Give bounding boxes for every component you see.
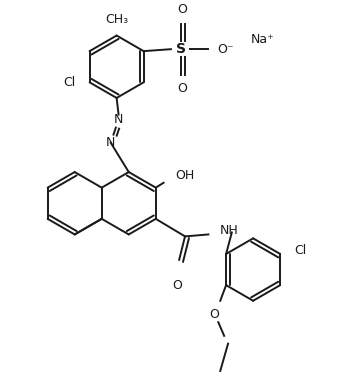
Text: Cl: Cl [64, 76, 76, 89]
Text: N: N [114, 113, 123, 126]
Text: O: O [210, 308, 219, 321]
Text: NH: NH [220, 224, 239, 237]
Text: CH₃: CH₃ [105, 13, 128, 26]
Text: O: O [178, 3, 188, 16]
Text: Cl: Cl [294, 244, 306, 257]
Text: O: O [178, 82, 188, 95]
Text: O⁻: O⁻ [218, 43, 234, 56]
Text: OH: OH [175, 169, 194, 183]
Text: S: S [176, 42, 186, 56]
Text: N: N [106, 136, 116, 149]
Text: Na⁺: Na⁺ [251, 33, 275, 46]
Text: O: O [172, 279, 182, 292]
